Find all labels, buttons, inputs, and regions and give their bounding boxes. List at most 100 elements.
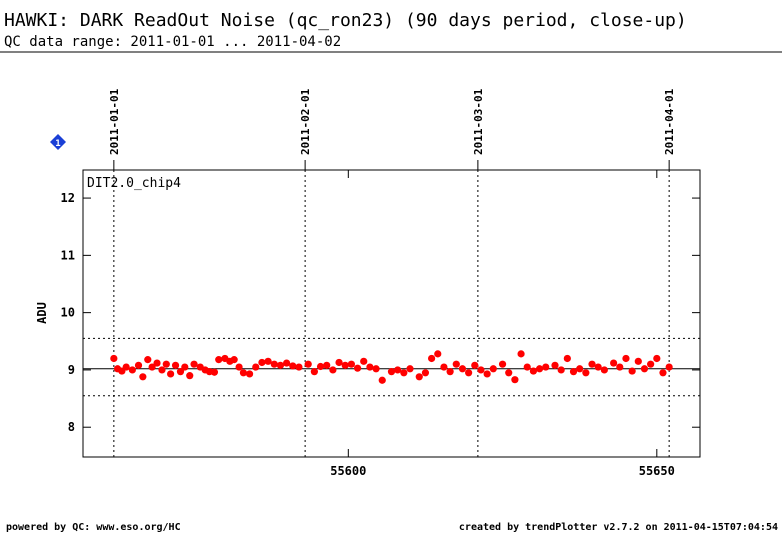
point	[634, 357, 642, 365]
point	[186, 372, 194, 380]
point	[289, 362, 297, 370]
y-tick-label: 11	[61, 248, 75, 262]
point	[517, 350, 525, 358]
point	[421, 369, 430, 377]
x-tick-label: 55600	[330, 464, 366, 478]
point	[122, 363, 130, 371]
point	[144, 356, 152, 364]
point	[210, 368, 219, 376]
point	[245, 370, 254, 378]
point	[628, 367, 636, 375]
point	[387, 368, 396, 376]
point	[505, 369, 513, 377]
point	[665, 363, 673, 371]
y-tick-label: 9	[68, 363, 75, 377]
point	[489, 365, 497, 373]
point	[415, 373, 423, 381]
point	[569, 368, 578, 376]
point	[406, 365, 414, 373]
date-label: 2011-02-01	[299, 88, 312, 155]
point	[128, 366, 136, 374]
point	[576, 365, 584, 373]
point	[523, 363, 531, 371]
point	[622, 354, 630, 363]
point	[458, 365, 467, 373]
point	[329, 366, 337, 374]
point	[428, 354, 436, 363]
point	[167, 370, 175, 378]
point	[283, 359, 291, 367]
footer-left: powered by QC: www.eso.org/HC	[6, 522, 181, 533]
point	[372, 365, 380, 373]
chart-subtitle: QC data range: 2011-01-01 ... 2011-04-02	[4, 34, 341, 50]
point	[148, 363, 156, 371]
point	[594, 363, 602, 371]
point	[181, 363, 189, 371]
point	[529, 367, 538, 375]
point	[347, 360, 355, 368]
point	[335, 358, 343, 367]
point	[588, 360, 596, 368]
point	[239, 369, 248, 377]
point	[110, 354, 118, 363]
point	[158, 366, 166, 374]
point	[353, 364, 362, 372]
point	[230, 356, 238, 364]
point	[434, 350, 442, 358]
point	[465, 369, 473, 377]
y-axis-label: ADU	[35, 302, 49, 324]
point	[162, 360, 170, 368]
footer-right: created by trendPlotter v2.7.2 on 2011-0…	[459, 522, 778, 533]
point	[542, 363, 550, 371]
point	[295, 363, 303, 371]
point	[471, 361, 479, 369]
y-tick-label: 12	[61, 191, 75, 205]
point	[659, 369, 667, 377]
point	[360, 357, 368, 365]
chart-title: HAWKI: DARK ReadOut Noise (qc_ron23) (90…	[4, 10, 687, 31]
point	[640, 365, 649, 373]
point	[452, 360, 460, 368]
point	[270, 360, 278, 368]
y-tick-label: 8	[68, 420, 75, 434]
date-label: 2011-04-01	[663, 88, 676, 155]
point	[557, 366, 565, 374]
point	[440, 363, 448, 371]
point	[616, 363, 624, 371]
point	[171, 361, 180, 369]
plot-frame	[82, 169, 701, 458]
point	[310, 368, 318, 376]
point	[215, 356, 223, 364]
point	[551, 361, 559, 369]
point	[264, 357, 272, 365]
badge-text: 1	[55, 139, 60, 149]
x-tick-label: 55650	[639, 464, 675, 478]
point	[304, 360, 312, 368]
point	[535, 365, 544, 373]
point	[316, 362, 325, 371]
panel-label: DIT2.0_chip4	[87, 176, 181, 191]
point	[252, 363, 260, 371]
point	[610, 359, 618, 367]
point	[511, 376, 519, 384]
point	[600, 366, 608, 374]
point	[341, 361, 349, 369]
point	[582, 369, 590, 377]
date-label: 2011-01-01	[108, 88, 121, 155]
point	[176, 368, 185, 376]
point	[366, 363, 374, 371]
point	[653, 354, 661, 363]
point	[563, 354, 571, 363]
point	[276, 361, 285, 369]
date-label: 2011-03-01	[472, 88, 485, 155]
point	[134, 361, 143, 369]
point	[498, 360, 507, 368]
badge-icon	[50, 134, 66, 150]
point	[258, 358, 266, 367]
point	[477, 366, 485, 374]
point	[647, 360, 655, 368]
point	[323, 361, 331, 369]
point	[483, 370, 491, 378]
